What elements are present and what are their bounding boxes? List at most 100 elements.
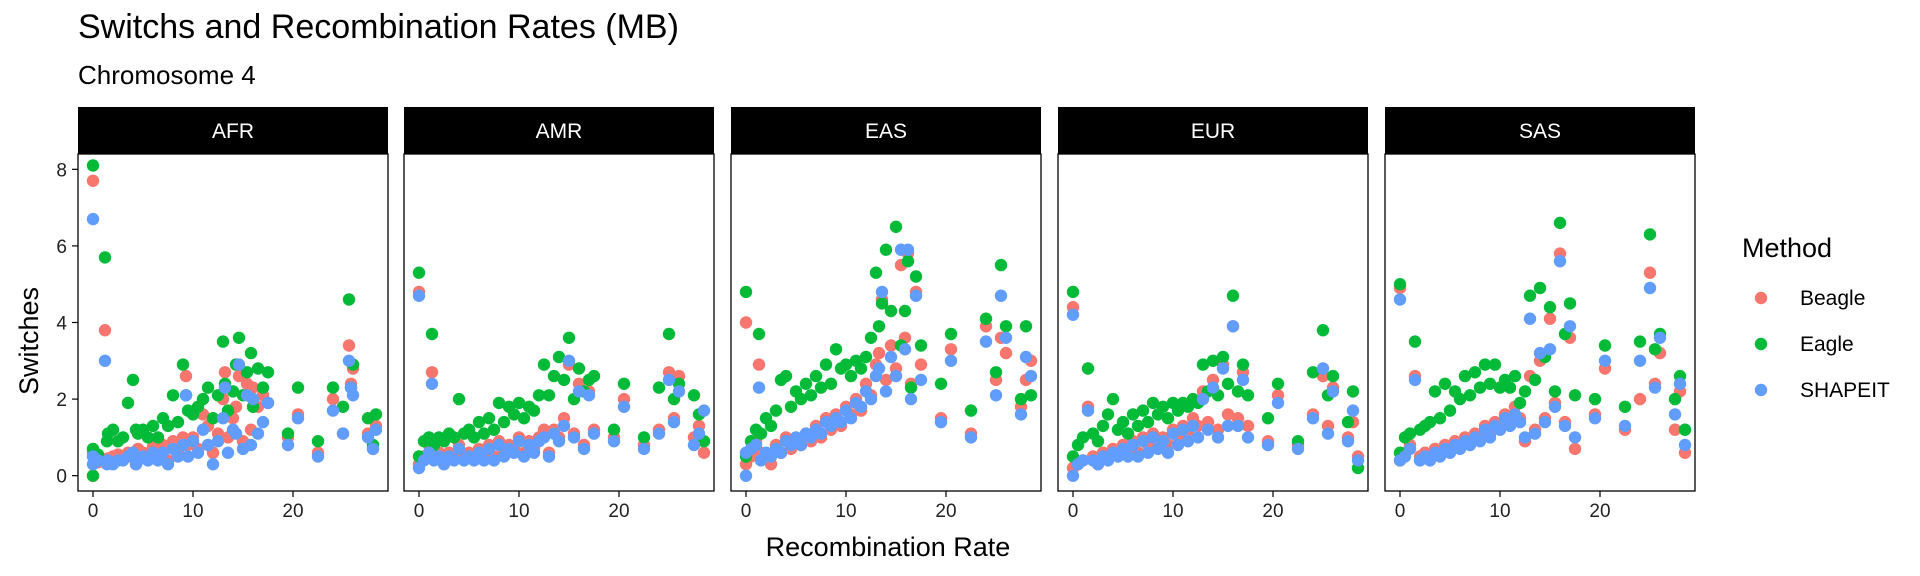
point-shapeit xyxy=(1271,396,1285,410)
point-shapeit xyxy=(572,385,586,398)
point-eagle xyxy=(106,423,120,436)
point-shapeit xyxy=(342,354,356,367)
point-shapeit xyxy=(179,389,193,402)
point-shapeit xyxy=(872,362,886,375)
point-eagle xyxy=(141,431,155,444)
point-shapeit xyxy=(1176,423,1190,436)
point-shapeit xyxy=(909,289,923,302)
point-eagle xyxy=(1468,366,1482,379)
point-eagle xyxy=(1443,404,1457,417)
point-shapeit xyxy=(1141,446,1155,459)
point-eagle xyxy=(1241,389,1255,402)
point-eagle xyxy=(652,381,666,394)
point-eagle xyxy=(839,358,853,371)
x-tick-label: 0 xyxy=(88,501,99,522)
point-shapeit xyxy=(176,438,190,452)
point-shapeit xyxy=(361,431,375,444)
point-eagle xyxy=(216,335,230,348)
point-shapeit xyxy=(1533,346,1547,360)
x-tick-label: 20 xyxy=(1262,501,1283,522)
point-eagle xyxy=(1543,301,1557,314)
point-shapeit xyxy=(201,438,215,452)
point-eagle xyxy=(898,304,912,318)
facet-panel-eas: EAS 0 10 20 xyxy=(730,107,1042,522)
point-eagle xyxy=(1488,358,1502,371)
point-shapeit xyxy=(834,415,848,429)
legend-label: Beagle xyxy=(1800,287,1865,310)
facet-strip xyxy=(78,107,388,154)
point-eagle xyxy=(879,243,893,256)
point-eagle xyxy=(507,408,521,421)
point-shapeit xyxy=(1523,312,1537,325)
point-eagle xyxy=(607,423,621,436)
point-shapeit xyxy=(979,335,993,348)
y-tick-label: 2 xyxy=(56,390,67,411)
point-eagle xyxy=(1588,392,1602,406)
point-eagle xyxy=(909,270,923,283)
facet-strip-label: SAS xyxy=(1519,120,1561,143)
point-beagle xyxy=(752,358,766,371)
point-eagle xyxy=(979,312,993,325)
point-eagle xyxy=(1453,392,1467,406)
point-shapeit xyxy=(1668,408,1682,421)
point-shapeit xyxy=(1321,427,1335,440)
point-eagle xyxy=(1458,369,1472,383)
y-tick-label: 8 xyxy=(56,160,67,181)
point-shapeit xyxy=(1146,431,1160,444)
point-eagle xyxy=(477,427,491,440)
point-eagle xyxy=(492,396,506,410)
point-shapeit xyxy=(637,442,651,456)
point-shapeit xyxy=(914,373,928,387)
point-shapeit xyxy=(854,400,868,413)
point-eagle xyxy=(256,381,270,394)
point-shapeit xyxy=(607,435,621,448)
point-shapeit xyxy=(1403,442,1417,456)
point-eagle xyxy=(1131,419,1145,433)
point-eagle xyxy=(547,369,561,383)
point-shapeit xyxy=(944,354,958,367)
point-eagle xyxy=(1403,427,1417,440)
point-shapeit xyxy=(697,404,711,417)
point-eagle xyxy=(1428,385,1442,398)
point-eagle xyxy=(240,366,254,379)
point-shapeit xyxy=(1528,427,1542,440)
point-eagle xyxy=(864,331,878,344)
point-eagle xyxy=(1161,412,1175,425)
point-shapeit xyxy=(652,427,666,440)
point-shapeit xyxy=(1483,431,1497,444)
point-eagle xyxy=(1341,415,1355,429)
point-shapeit xyxy=(692,427,706,440)
series-shapeit xyxy=(739,243,1038,482)
point-eagle xyxy=(1014,392,1028,406)
panel-border xyxy=(1384,153,1696,492)
point-beagle xyxy=(1633,392,1647,406)
series-eagle xyxy=(1393,216,1692,459)
point-shapeit xyxy=(1066,469,1080,482)
point-shapeit xyxy=(232,358,246,371)
point-eagle xyxy=(1226,289,1240,302)
point-eagle xyxy=(869,266,883,279)
point-beagle xyxy=(697,446,711,459)
series-shapeit xyxy=(1393,255,1692,467)
point-beagle xyxy=(1568,442,1582,456)
facet-strip xyxy=(731,107,1041,154)
point-eagle xyxy=(859,350,873,364)
point-shapeit xyxy=(1543,343,1557,356)
point-shapeit xyxy=(161,458,175,471)
point-shapeit xyxy=(1024,369,1038,383)
point-beagle xyxy=(872,346,886,360)
point-shapeit xyxy=(246,392,260,406)
point-eagle xyxy=(1518,385,1532,398)
point-eagle xyxy=(637,431,651,444)
point-shapeit xyxy=(662,373,676,387)
point-eagle xyxy=(994,258,1008,272)
point-shapeit xyxy=(346,389,360,402)
point-eagle xyxy=(251,362,265,375)
point-eagle xyxy=(889,220,903,233)
point-eagle xyxy=(336,400,350,413)
point-shapeit xyxy=(477,454,491,467)
point-shapeit xyxy=(1291,442,1305,456)
point-shapeit xyxy=(1341,435,1355,448)
point-eagle xyxy=(196,392,210,406)
x-axis-label: Recombination Rate xyxy=(766,532,1011,562)
